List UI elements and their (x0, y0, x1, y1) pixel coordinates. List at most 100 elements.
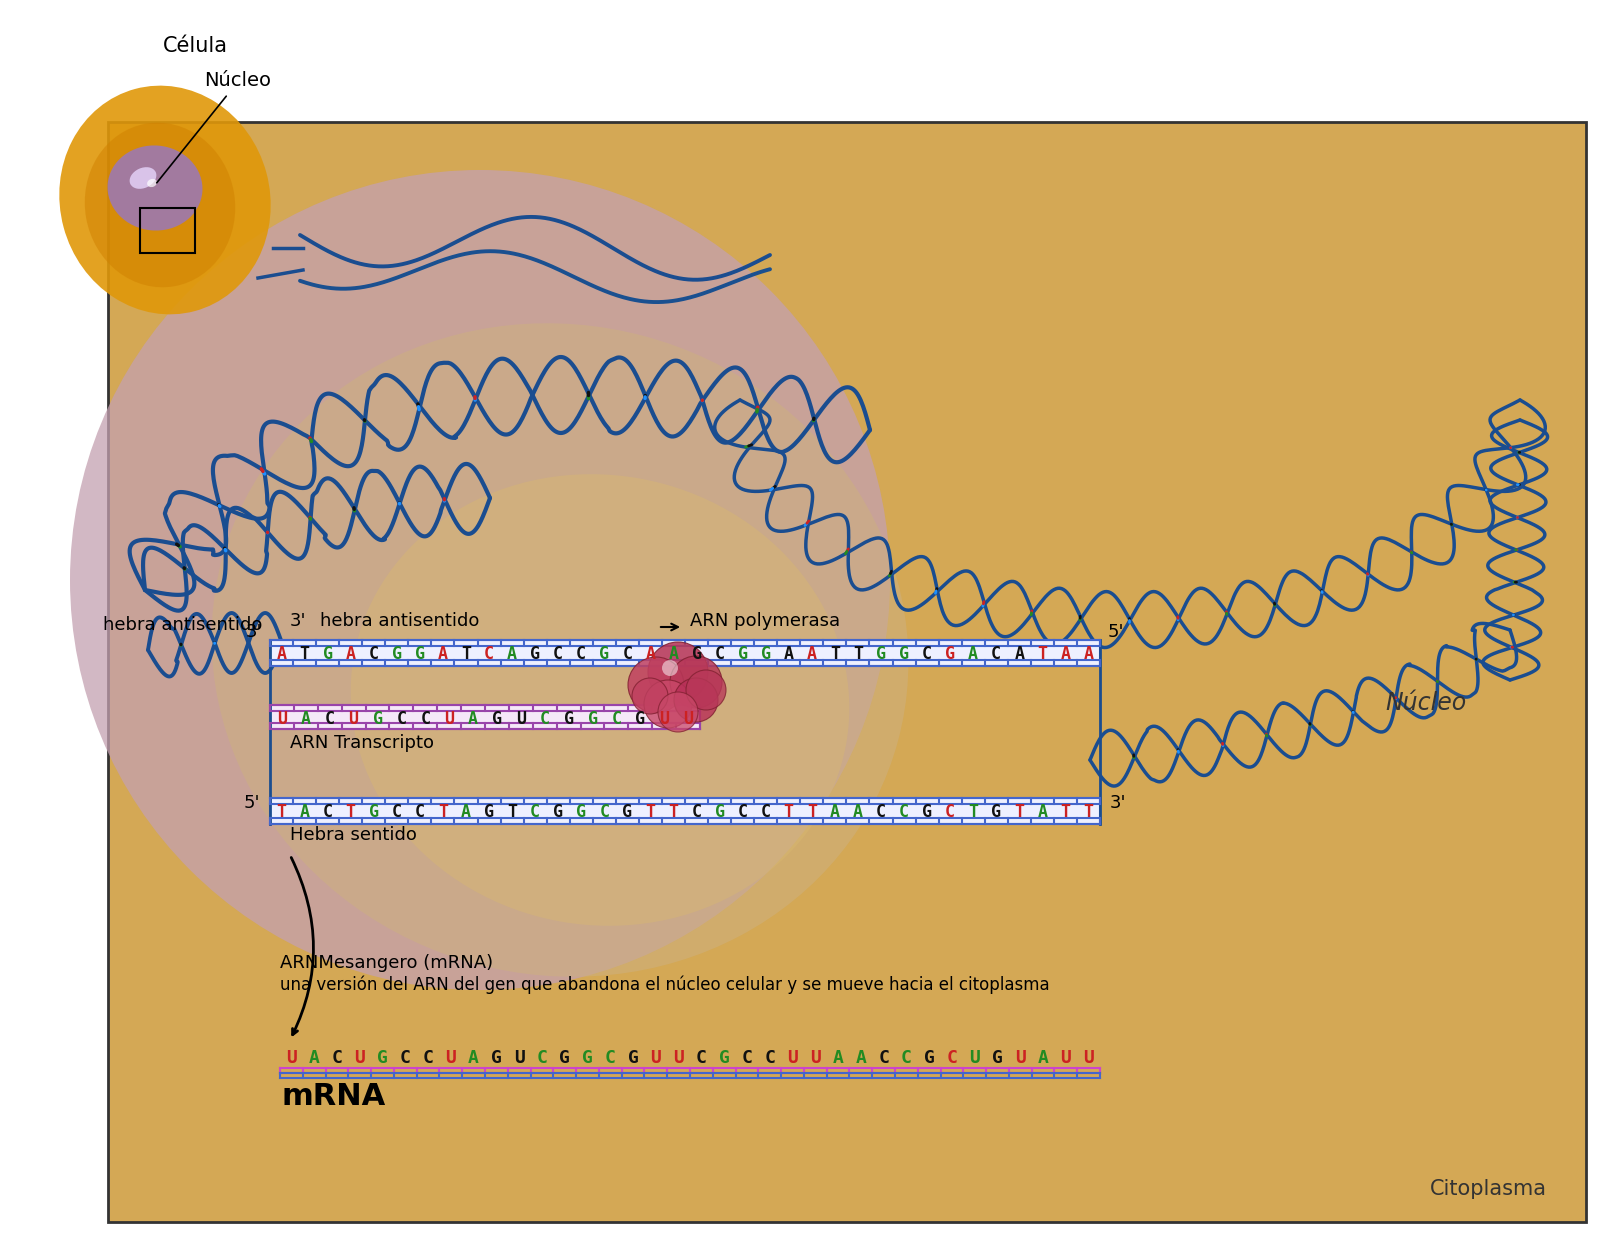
Text: ARN Transcripto: ARN Transcripto (290, 733, 434, 752)
Text: C: C (421, 710, 430, 728)
Ellipse shape (147, 179, 157, 187)
Text: G: G (582, 1049, 594, 1067)
Text: A: A (438, 645, 448, 663)
Text: A: A (856, 1049, 866, 1067)
Text: C: C (611, 710, 621, 728)
Text: T: T (1083, 803, 1093, 822)
Text: C: C (622, 645, 632, 663)
Text: Núcleo: Núcleo (1386, 691, 1466, 715)
Text: G: G (368, 803, 379, 822)
Text: A: A (1083, 645, 1093, 663)
Text: U: U (445, 1049, 456, 1067)
Text: A: A (1014, 645, 1024, 663)
Circle shape (686, 670, 726, 710)
Circle shape (658, 692, 698, 732)
Text: C: C (878, 1049, 890, 1067)
FancyBboxPatch shape (270, 640, 1101, 666)
Circle shape (632, 678, 669, 714)
Text: G: G (635, 710, 645, 728)
Text: C: C (397, 710, 406, 728)
Text: T: T (507, 803, 517, 822)
Text: G: G (323, 645, 333, 663)
Text: C: C (368, 645, 379, 663)
Text: A: A (968, 645, 978, 663)
Text: mRNA: mRNA (282, 1082, 386, 1111)
Ellipse shape (70, 170, 890, 990)
Text: U: U (650, 1049, 661, 1067)
Text: G: G (373, 710, 382, 728)
Text: C: C (605, 1049, 616, 1067)
Text: C: C (485, 645, 494, 663)
Ellipse shape (130, 168, 157, 189)
Text: hebra antisentido: hebra antisentido (320, 612, 480, 630)
Text: C: C (760, 803, 771, 822)
Text: C: C (946, 803, 955, 822)
Text: G: G (946, 645, 955, 663)
Circle shape (670, 656, 722, 709)
Text: 5': 5' (243, 794, 261, 812)
Text: T: T (299, 645, 309, 663)
Text: C: C (901, 1049, 912, 1067)
Text: G: G (899, 645, 909, 663)
Circle shape (662, 660, 678, 676)
Text: A: A (507, 645, 517, 663)
Text: C: C (576, 645, 586, 663)
Text: U: U (349, 710, 358, 728)
Text: G: G (554, 803, 563, 822)
Text: C: C (741, 1049, 752, 1067)
Circle shape (627, 656, 685, 714)
Text: G: G (875, 645, 886, 663)
Text: U: U (514, 1049, 525, 1067)
Text: G: G (563, 710, 574, 728)
Text: U: U (970, 1049, 981, 1067)
Text: A: A (806, 645, 818, 663)
Text: A: A (346, 645, 355, 663)
Text: A: A (299, 803, 309, 822)
Ellipse shape (107, 145, 203, 231)
Text: A: A (309, 1049, 320, 1067)
Text: A: A (277, 645, 286, 663)
Text: U: U (1061, 1049, 1072, 1067)
Text: T: T (346, 803, 355, 822)
Text: C: C (422, 1049, 434, 1067)
Text: 3': 3' (290, 612, 307, 630)
Text: T: T (968, 803, 978, 822)
Text: T: T (784, 803, 794, 822)
Text: G: G (530, 645, 541, 663)
Text: A: A (1061, 645, 1070, 663)
Text: A: A (461, 803, 470, 822)
Text: ARN polymerasa: ARN polymerasa (690, 612, 840, 630)
Text: U: U (674, 1049, 685, 1067)
Text: A: A (832, 1049, 843, 1067)
Text: G: G (600, 645, 610, 663)
Text: T: T (277, 803, 286, 822)
Text: hebra antisentido: hebra antisentido (102, 616, 262, 634)
Text: A: A (1038, 1049, 1048, 1067)
Text: A: A (645, 645, 656, 663)
Text: Célula: Célula (163, 36, 227, 56)
Text: C: C (992, 645, 1002, 663)
FancyBboxPatch shape (270, 798, 1101, 824)
Text: C: C (331, 1049, 342, 1067)
Ellipse shape (85, 123, 235, 287)
Text: G: G (923, 1049, 934, 1067)
Text: T: T (853, 645, 862, 663)
Text: 5': 5' (1107, 623, 1125, 642)
Text: T: T (1061, 803, 1070, 822)
Text: Hebra sentido: Hebra sentido (290, 827, 418, 844)
Text: U: U (445, 710, 454, 728)
Text: T: T (645, 803, 656, 822)
Text: A: A (853, 803, 862, 822)
Text: C: C (715, 645, 725, 663)
Text: C: C (899, 803, 909, 822)
Text: U: U (1083, 1049, 1094, 1067)
Circle shape (643, 680, 691, 728)
Text: C: C (947, 1049, 957, 1067)
Text: T: T (806, 803, 818, 822)
Text: A: A (669, 645, 678, 663)
Text: C: C (875, 803, 886, 822)
Text: C: C (530, 803, 541, 822)
Text: G: G (992, 803, 1002, 822)
Text: C: C (536, 1049, 547, 1067)
Ellipse shape (211, 323, 909, 977)
